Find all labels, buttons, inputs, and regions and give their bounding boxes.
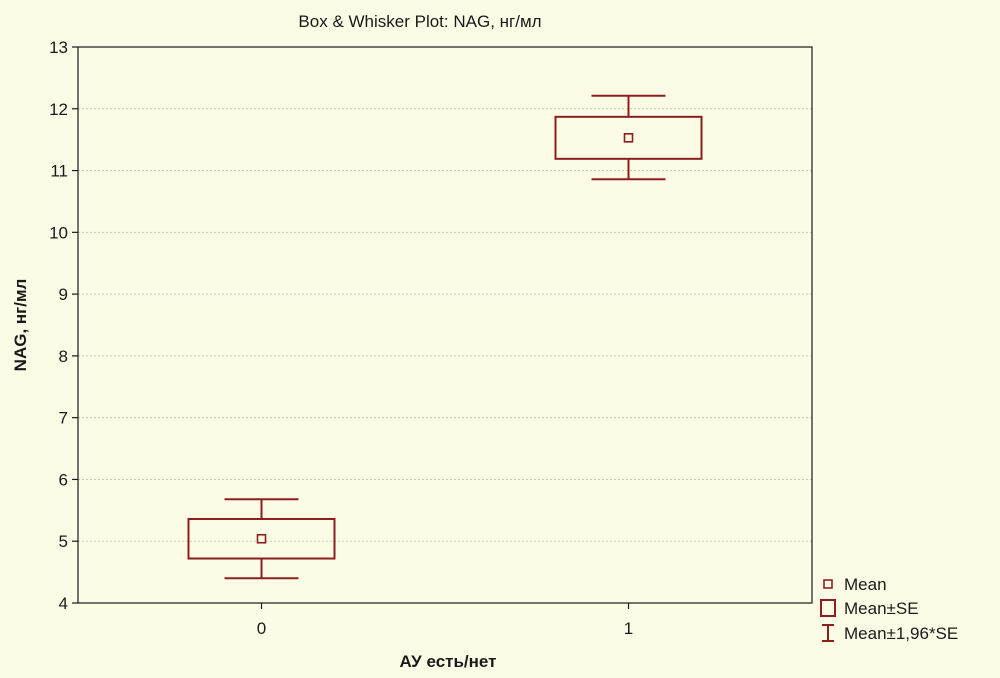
- y-tick-label: 9: [59, 285, 68, 304]
- legend-item-whisker: Mean±1,96*SE: [822, 624, 958, 643]
- y-tick-label: 11: [50, 162, 68, 181]
- mean-marker: [623, 133, 634, 143]
- se-box: [554, 115, 703, 160]
- legend-whisker-symbol: [822, 624, 834, 642]
- legend-label: Mean±1,96*SE: [844, 624, 958, 643]
- x-axis-label: АУ есть/нет: [400, 652, 497, 671]
- y-tick-label: 10: [49, 223, 68, 242]
- y-axis: 4 5 6 7 8 9 10 11 12 13: [49, 38, 78, 613]
- y-tick-label: 13: [49, 38, 68, 57]
- legend-item-mean: Mean: [823, 575, 887, 594]
- box-group-1: [554, 94, 703, 181]
- legend-item-box: Mean±SE: [820, 599, 919, 618]
- y-tick-label: 4: [59, 594, 68, 613]
- y-tick-label: 8: [59, 347, 68, 366]
- y-tick-label: 5: [59, 532, 68, 551]
- box-series: [187, 94, 703, 580]
- legend-box-symbol: [820, 599, 836, 617]
- mean-marker: [256, 533, 267, 544]
- se-box: [187, 517, 336, 560]
- x-tick-label: 1: [624, 619, 633, 638]
- grid: [78, 108, 812, 542]
- x-tick-label: 0: [257, 619, 266, 638]
- legend-mean-symbol: [823, 579, 833, 589]
- y-tick-label: 6: [59, 470, 68, 489]
- legend-label: Mean±SE: [844, 599, 919, 618]
- chart-title: Box & Whisker Plot: NAG, нг/мл: [298, 12, 541, 31]
- legend-label: Mean: [844, 575, 887, 594]
- legend: Mean Mean±SE Mean±1,96*SE: [820, 575, 958, 643]
- y-tick-label: 7: [59, 409, 68, 428]
- plot-frame: [77, 46, 813, 604]
- y-axis-label: NAG, нг/мл: [11, 279, 30, 372]
- y-tick-label: 12: [49, 100, 68, 119]
- box-group-0: [187, 498, 336, 580]
